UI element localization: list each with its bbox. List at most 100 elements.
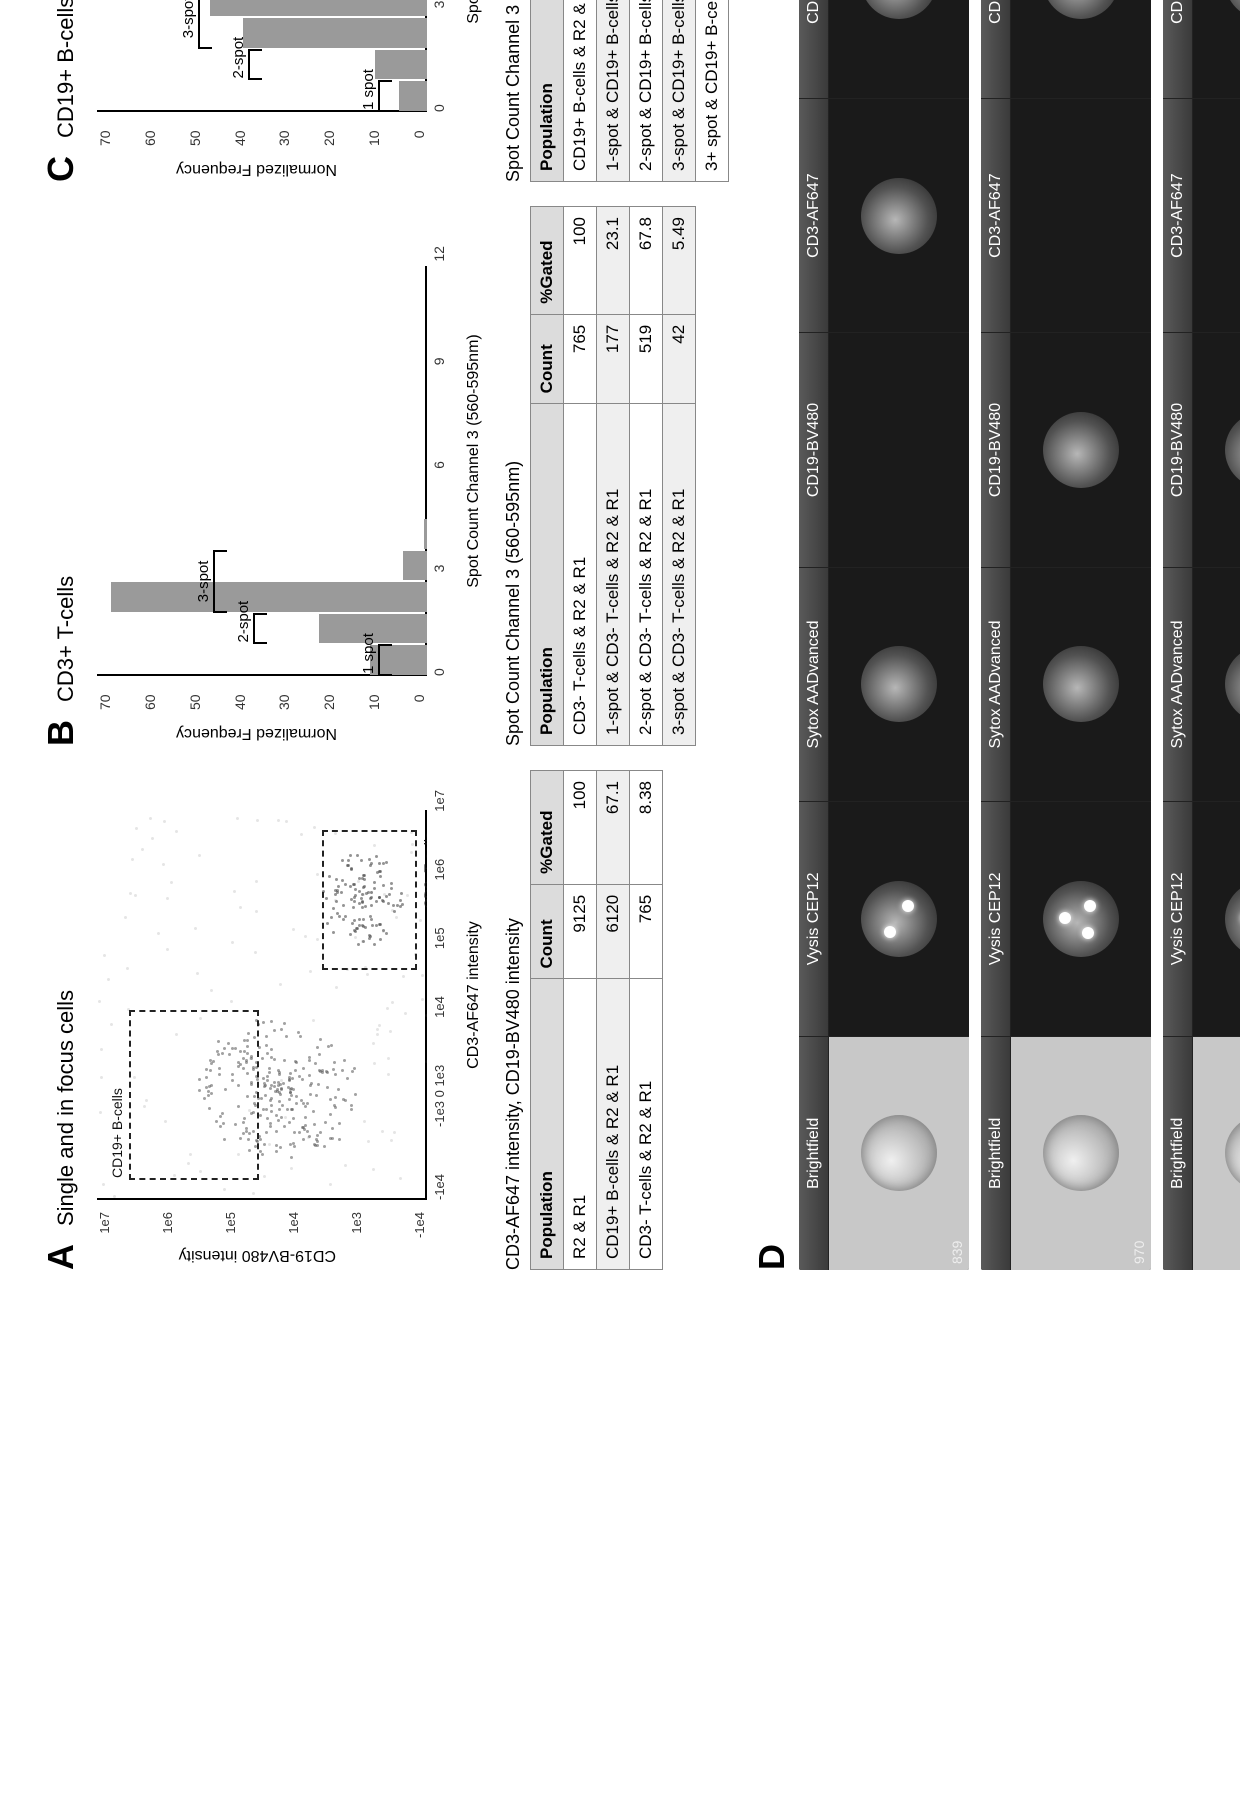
image-tile: Sytox AADvanced [799, 567, 969, 801]
scatter-dot [376, 1034, 379, 1037]
table-cell: 3-spot & CD19+ B-cells & R2 & R1 [663, 0, 696, 182]
scatter-dot [124, 916, 127, 919]
scatter-dot [270, 1048, 273, 1051]
scatter-dot [230, 1000, 233, 1003]
tick-label: 50 [187, 130, 203, 146]
scatter-dot [341, 1069, 344, 1072]
scatter-xlabel: CD3-AF647 intensity [465, 790, 483, 1200]
tick-label: 30 [276, 130, 292, 146]
scatter-dot [269, 1125, 272, 1128]
scatter-dot [163, 820, 166, 823]
image-tile: CD5-BB515 [1163, 0, 1240, 98]
hist-region-label: 2-spot [235, 615, 252, 643]
scatter-dot [315, 1094, 318, 1097]
tick-label: 0 [411, 694, 427, 702]
tick-label: 1e5 [432, 927, 447, 949]
gate: CD19+ B-cells [129, 1010, 259, 1180]
scatter-dot [381, 1130, 384, 1133]
table-header: %Gated [531, 207, 564, 315]
scatter-dot [268, 1143, 271, 1146]
tick-label: 1e7 [97, 1212, 112, 1234]
table-header: Population [531, 979, 564, 1270]
scatter-dot [319, 1038, 322, 1041]
scatter-dot [338, 1122, 341, 1125]
scatter-dot [290, 1156, 293, 1159]
tick-label: 1e4 [286, 1212, 301, 1234]
table-cell: 177 [597, 314, 630, 404]
panel-c-title: CD19+ B-cells [53, 0, 79, 138]
table-cell: 8.38 [630, 771, 663, 885]
panel-d: D Brightfield839Vysis CEP12Sytox AADvanc… [751, 0, 1240, 1270]
hist-bar [111, 582, 427, 612]
scatter-dot [275, 1144, 278, 1147]
scatter-dot [288, 1098, 291, 1101]
image-tile: Vysis CEP12 [981, 801, 1151, 1035]
scatter-dot [269, 1087, 272, 1090]
image-tile: CD19-BV480 [799, 332, 969, 566]
table-cell: 67.8 [630, 207, 663, 315]
fish-spot [1059, 912, 1071, 924]
table-cell: 519 [630, 314, 663, 404]
scatter-dot [304, 1105, 307, 1108]
tick-label: -1e4 [412, 1212, 427, 1238]
tick-label: 1e5 [223, 1212, 238, 1234]
scatter-dot [256, 819, 259, 822]
cell-image [861, 1115, 937, 1191]
table-row: CD3- T-cells & R2 & R1765100 [564, 207, 597, 746]
scatter-dot [107, 978, 110, 981]
scatter-dot [329, 1113, 332, 1116]
image-tile: Sytox AADvanced [981, 567, 1151, 801]
table-cell: 765 [630, 884, 663, 979]
table-cell: 2-spot & CD19+ B-cells & R2 & R1 [630, 0, 663, 182]
scatter-dot [307, 1136, 310, 1139]
scatter-dot [404, 1012, 407, 1015]
tick-label: 30 [276, 694, 292, 710]
hist-region-label: 1 spot [360, 646, 377, 674]
scatter-dot [313, 826, 316, 829]
scatter-dot [280, 1079, 283, 1082]
scatter-dot [194, 927, 197, 930]
scatter-dot [329, 1098, 332, 1101]
tile-header: Brightfield [1163, 1037, 1193, 1270]
scatter-dot [196, 972, 199, 975]
scatter-dot [292, 928, 295, 931]
scatter-dot [289, 1072, 292, 1075]
tile-body [829, 802, 969, 1035]
tile-header: Sytox AADvanced [799, 568, 829, 801]
scatter-ylabel: CD19-BV480 intensity [87, 1246, 427, 1264]
scatter-dot [308, 1074, 311, 1077]
table-cell: 6120 [597, 884, 630, 979]
table-row: CD19+ B-cells & R2 & R16120100 [564, 0, 597, 182]
scatter-dot [295, 1095, 298, 1098]
scatter-dot [301, 1078, 304, 1081]
scatter-dot [372, 1168, 375, 1171]
hist-bar [403, 551, 427, 581]
scatter-dot [390, 1139, 393, 1142]
tile-header: Vysis CEP12 [981, 802, 1011, 1035]
panel-d-label: D [751, 0, 793, 1270]
table-row: 2-spot & CD3- T-cells & R2 & R151967.8 [630, 207, 663, 746]
image-tile: Brightfield184 [1163, 1036, 1240, 1270]
scatter-dot [273, 1029, 276, 1032]
hist-region: 2-spot [253, 613, 267, 645]
scatter-dot [290, 1167, 293, 1170]
tile-header: Sytox AADvanced [1163, 568, 1193, 801]
scatter-dot [312, 1110, 315, 1113]
cell-image [1225, 412, 1240, 488]
image-tile: Vysis CEP12 [1163, 801, 1240, 1035]
tile-body: 970 [1011, 1037, 1151, 1270]
tick-label: 60 [142, 130, 158, 146]
scatter-dot [346, 1077, 349, 1080]
panel-c: C CD19+ B-cells Normalized Frequency 010… [40, 0, 729, 182]
scatter-dot [282, 1082, 285, 1085]
tile-body [1011, 99, 1151, 332]
gate: CD3- T-cells [322, 830, 417, 970]
fish-spot [1082, 927, 1094, 939]
cell-image [1225, 0, 1240, 19]
scatter-dot [314, 1062, 317, 1065]
scatter-dot [236, 817, 239, 820]
scatter-dot [292, 1117, 295, 1120]
panel-b-label: B [40, 720, 82, 746]
scatter-dot [266, 1075, 269, 1078]
table-cell: 42 [663, 314, 696, 404]
